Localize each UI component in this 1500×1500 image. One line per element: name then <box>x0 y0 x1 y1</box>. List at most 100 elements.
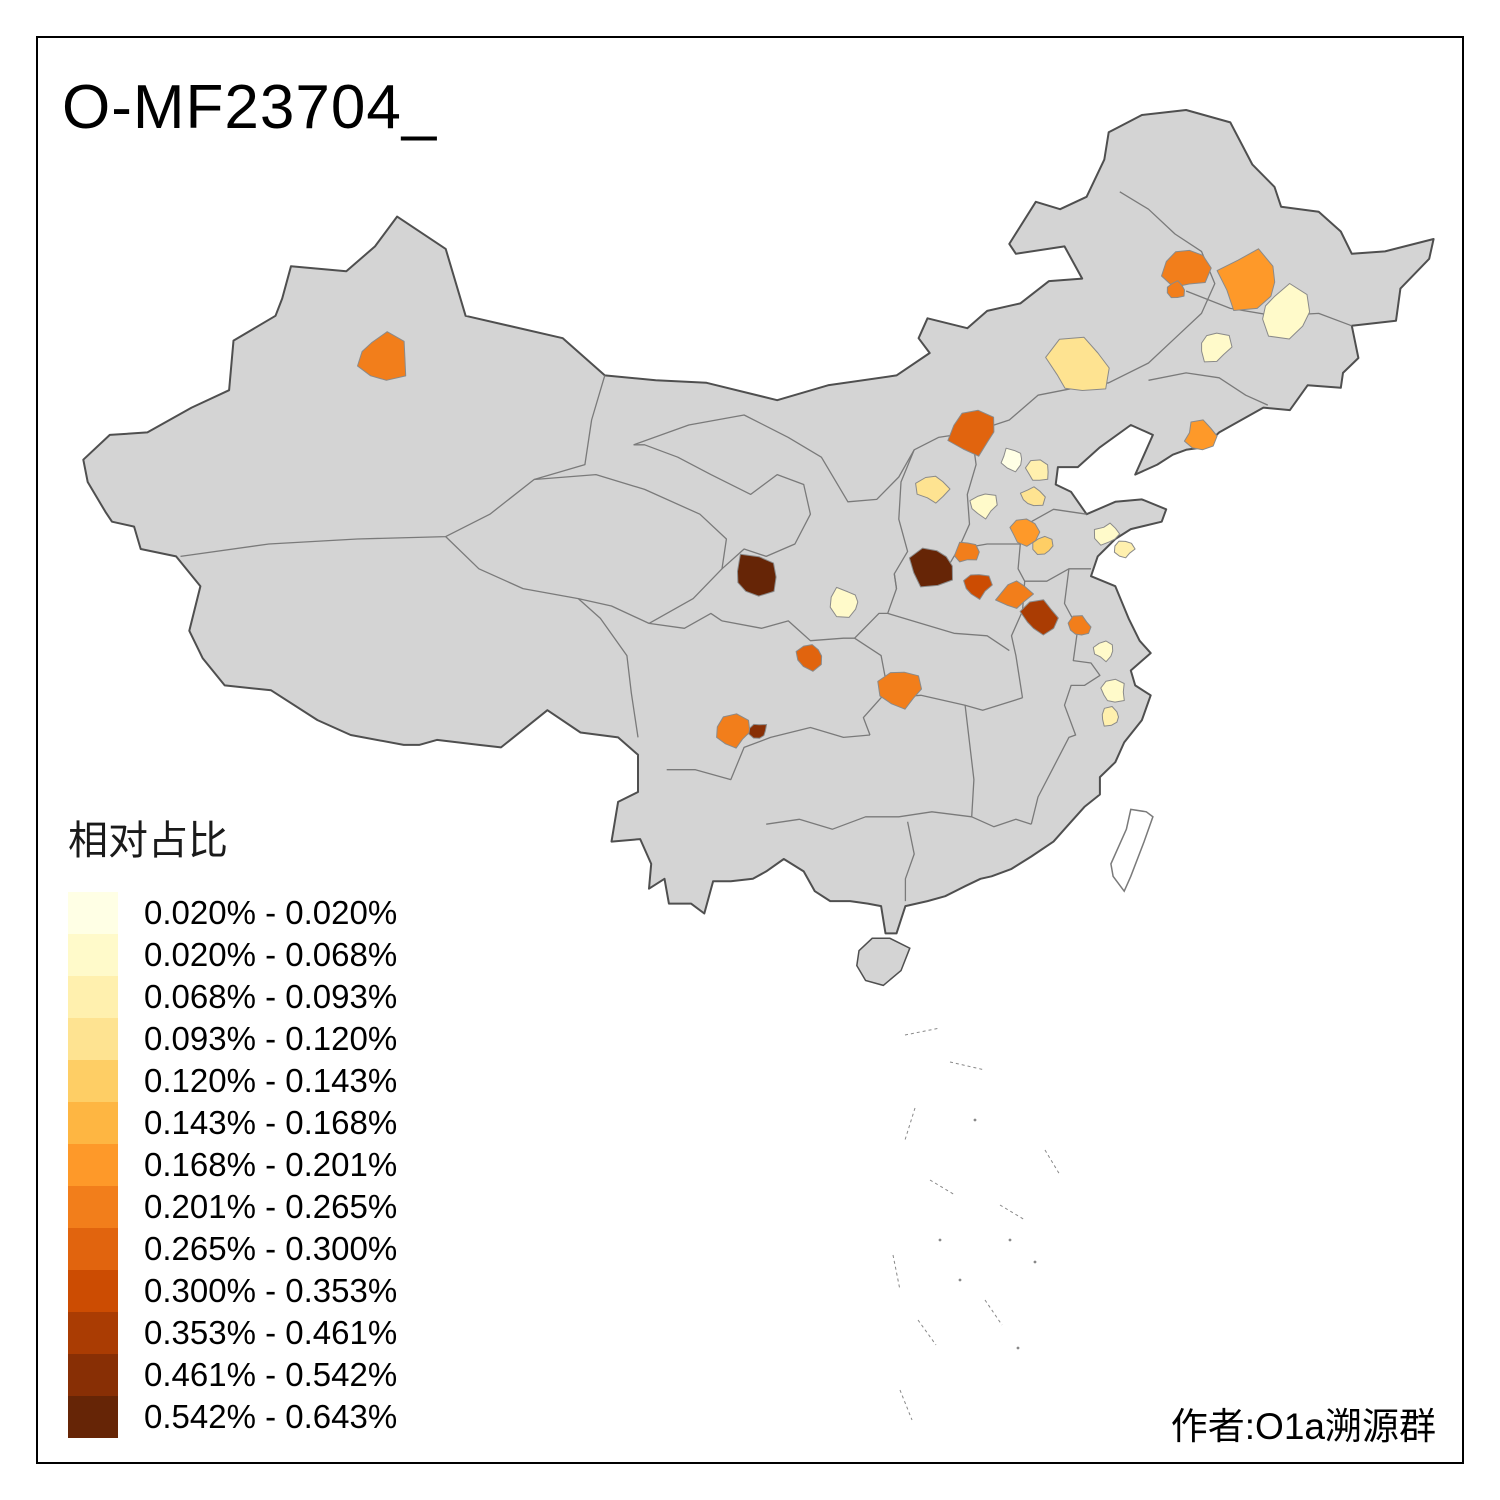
legend-swatch <box>68 1312 118 1354</box>
highlighted-region <box>1161 249 1212 288</box>
legend-swatch <box>68 892 118 934</box>
sea-island-dot <box>973 1118 977 1122</box>
legend-label: 0.120% - 0.143% <box>144 1062 398 1099</box>
highlighted-region <box>915 475 951 504</box>
highlighted-region <box>1000 447 1023 473</box>
legend-label: 0.461% - 0.542% <box>144 1356 398 1393</box>
legend-row: 0.168% - 0.201% <box>68 1144 397 1186</box>
legend-label: 0.020% - 0.068% <box>144 936 398 973</box>
legend-label: 0.168% - 0.201% <box>144 1146 398 1183</box>
highlighted-region <box>1183 419 1218 451</box>
sea-island-mark <box>904 1107 916 1141</box>
highlighted-region <box>953 541 980 563</box>
legend-row: 0.542% - 0.643% <box>68 1396 397 1438</box>
province-border <box>1148 372 1269 406</box>
highlighted-region <box>947 409 995 457</box>
legend-swatch <box>68 1396 118 1438</box>
legend-row: 0.020% - 0.068% <box>68 934 397 976</box>
highlighted-region <box>1201 332 1233 363</box>
legend-swatch <box>68 1018 118 1060</box>
province-border <box>721 620 889 736</box>
province-border <box>633 191 1216 503</box>
legend: 相对占比 0.020% - 0.020% 0.020% - 0.068% 0.068… <box>68 808 397 1438</box>
highlighted-region <box>969 493 998 520</box>
legend-swatch <box>68 1270 118 1312</box>
sea-island-mark <box>1044 1149 1061 1176</box>
highlighted-region <box>1019 599 1059 636</box>
sea-island-mark <box>929 1179 956 1196</box>
sea-island-mark <box>949 1061 986 1071</box>
legend-row: 0.300% - 0.353% <box>68 1270 397 1312</box>
plot-title: O-MF23704_ <box>62 73 438 142</box>
highlighted-region <box>1024 459 1049 481</box>
highlighted-region <box>1100 678 1125 703</box>
sea-island-mark <box>984 1299 1003 1326</box>
province-border <box>766 811 1032 830</box>
mainland-china <box>82 109 1435 935</box>
legend-label: 0.201% - 0.265% <box>144 1188 398 1225</box>
highlighted-region <box>1019 486 1046 507</box>
sea-island-mark <box>917 1319 937 1346</box>
highlighted-region <box>1045 336 1110 391</box>
legend-swatch <box>68 1060 118 1102</box>
sea-island-mark <box>892 1254 901 1291</box>
legend-row: 0.265% - 0.300% <box>68 1228 397 1270</box>
sea-island-dot <box>958 1278 962 1282</box>
sea-island-dot <box>1008 1238 1012 1242</box>
province-border <box>633 444 812 570</box>
highlighted-region <box>1216 248 1276 311</box>
legend-label: 0.300% - 0.353% <box>144 1272 398 1309</box>
legend-row: 0.068% - 0.093% <box>68 976 397 1018</box>
legend-swatch <box>68 1102 118 1144</box>
legend-label: 0.143% - 0.168% <box>144 1104 398 1141</box>
sea-island-mark <box>904 1027 941 1036</box>
province-border <box>904 821 915 902</box>
legend-swatch <box>68 1186 118 1228</box>
province-border <box>180 375 606 558</box>
legend-swatch <box>68 1144 118 1186</box>
highlighted-region <box>357 331 407 381</box>
highlighted-region <box>1067 615 1092 636</box>
highlighted-region <box>1092 640 1114 663</box>
legend-title: 相对占比 <box>68 819 228 863</box>
highlighted-region <box>908 547 953 588</box>
highlighted-region <box>795 644 823 672</box>
legend-row: 0.120% - 0.143% <box>68 1060 397 1102</box>
highlighted-region <box>963 574 993 600</box>
legend-label: 0.093% - 0.120% <box>144 1020 398 1057</box>
legend-swatch <box>68 934 118 976</box>
highlighted-region <box>748 723 768 739</box>
highlighted-region <box>1262 283 1311 340</box>
highlighted-region <box>1101 706 1119 727</box>
legend-label: 0.020% - 0.020% <box>144 894 398 931</box>
province-border <box>1017 543 1091 582</box>
legend-label: 0.542% - 0.643% <box>144 1398 398 1435</box>
province-border <box>648 612 723 629</box>
highlighted-region <box>737 553 777 597</box>
legend-label: 0.068% - 0.093% <box>144 978 398 1015</box>
province-border <box>666 726 871 781</box>
highlighted-region <box>716 713 751 749</box>
legend-row: 0.143% - 0.168% <box>68 1102 397 1144</box>
province-border <box>534 473 728 625</box>
highlighted-region <box>829 586 859 618</box>
highlighted-region <box>995 580 1034 609</box>
legend-row: 0.461% - 0.542% <box>68 1354 397 1396</box>
author-credit: 作者:O1a溯源群 <box>1170 1406 1436 1447</box>
legend-swatch <box>68 976 118 1018</box>
sea-island-dot <box>938 1238 942 1242</box>
highlighted-region <box>1113 540 1136 559</box>
legend-row: 0.201% - 0.265% <box>68 1186 397 1228</box>
legend-row: 0.020% - 0.020% <box>68 892 397 934</box>
legend-label: 0.265% - 0.300% <box>144 1230 398 1267</box>
sea-island-dot <box>1016 1346 1020 1350</box>
highlighted-region <box>877 671 922 710</box>
province-border <box>445 536 639 738</box>
taiwan-island <box>1110 808 1154 893</box>
legend-swatch <box>68 1354 118 1396</box>
legend-label: 0.353% - 0.461% <box>144 1314 398 1351</box>
province-border <box>964 705 975 817</box>
sea-island-mark <box>899 1389 913 1421</box>
legend-entries: 0.020% - 0.020% 0.020% - 0.068% 0.068% - 0… <box>68 892 397 1438</box>
